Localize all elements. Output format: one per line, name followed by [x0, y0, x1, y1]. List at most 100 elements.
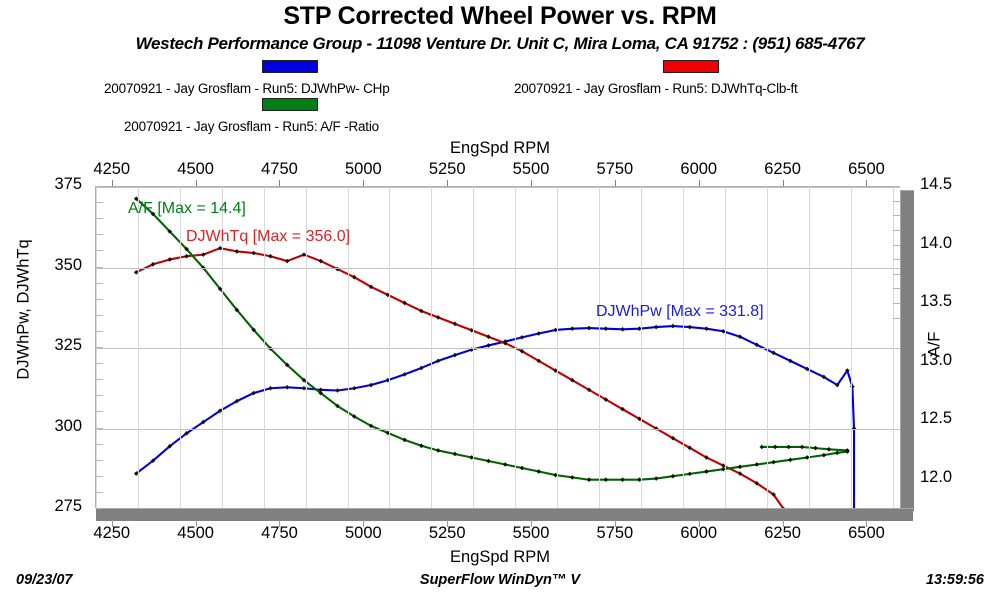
- ytick-minor-left: [96, 298, 103, 300]
- xtick-mark-bottom: [363, 520, 365, 527]
- ytick-left-275: 275: [54, 497, 82, 515]
- top-axis-title: EngSpd RPM: [450, 139, 550, 157]
- ytick-right-14.0: 14.0: [920, 233, 953, 252]
- ytick-minor-left: [96, 218, 103, 220]
- ytick-minor-left: [96, 282, 103, 284]
- xtick-mark-top: [111, 180, 113, 186]
- x-gridline: [221, 187, 223, 508]
- xtick-bottom-6000: 6000: [680, 524, 718, 542]
- xtick-mark-top: [279, 180, 281, 186]
- ytick-minor-left: [96, 459, 103, 461]
- annotation-1: DJWhTq [Max = 356.0]: [186, 228, 351, 245]
- x-gridline: [850, 187, 852, 508]
- x-gridline: [682, 187, 684, 508]
- ytick-minor-left: [96, 202, 103, 204]
- ytick-minor-right: [893, 288, 900, 290]
- xtick-bottom-5750: 5750: [596, 524, 634, 542]
- ytick-minor-left: [96, 395, 103, 397]
- legend-swatch-djwhtq: [663, 60, 719, 73]
- annotation-0: A/F [Max = 14.4]: [128, 200, 246, 217]
- xtick-bottom-4250: 4250: [93, 524, 131, 542]
- ytick-minor-right: [893, 259, 900, 261]
- ytick-left-350: 350: [54, 255, 82, 274]
- xtick-mark-bottom: [279, 520, 281, 527]
- ytick-minor-right: [893, 303, 900, 305]
- ytick-minor-right: [893, 200, 900, 202]
- xtick-mark-bottom: [111, 520, 113, 527]
- x-gridline: [724, 187, 726, 508]
- footer-software: SuperFlow WinDyn™ V: [419, 572, 581, 588]
- series-djwhtq: [133, 245, 786, 509]
- y-gridline: [96, 348, 900, 349]
- xtick-top-4500: 4500: [177, 160, 214, 178]
- series-a-f: [133, 196, 850, 483]
- chart-title: STP Corrected Wheel Power vs. RPM: [283, 2, 717, 30]
- ytick-right-13.5: 13.5: [920, 292, 953, 311]
- ytick-right-13.0: 13.0: [920, 350, 953, 369]
- bottom-axis-title: EngSpd RPM: [450, 548, 550, 566]
- x-gridline: [473, 187, 475, 508]
- ytick-left-325: 325: [54, 336, 82, 354]
- xtick-top-6000: 6000: [680, 160, 718, 178]
- legend-label-af: 20070921 - Jay Grosflam - Run5: A/F -Rat…: [124, 119, 379, 134]
- x-gridline: [515, 187, 517, 508]
- x-gridline: [431, 187, 433, 508]
- xtick-bottom-6500: 6500: [848, 524, 885, 542]
- ytick-minor-left: [96, 266, 103, 268]
- xtick-mark-bottom: [698, 520, 700, 527]
- ytick-minor-right: [893, 186, 900, 187]
- ytick-right-14.5: 14.5: [920, 175, 953, 193]
- x-gridline: [892, 187, 894, 508]
- xtick-mark-bottom: [782, 520, 784, 527]
- ytick-minor-left: [96, 491, 103, 493]
- ytick-minor-right: [893, 273, 900, 275]
- annotation-2: DJWhPw [Max = 331.8]: [596, 303, 764, 320]
- ytick-minor-left: [96, 443, 103, 445]
- xtick-top-5250: 5250: [428, 160, 466, 178]
- x-gridline: [347, 187, 349, 508]
- xtick-top-5500: 5500: [512, 160, 550, 178]
- ytick-right-12.5: 12.5: [920, 409, 953, 428]
- xtick-mark-top: [195, 180, 197, 186]
- ytick-minor-left: [96, 475, 103, 477]
- xtick-mark-top: [698, 180, 700, 186]
- ytick-minor-left: [96, 314, 103, 316]
- xtick-top-6250: 6250: [764, 160, 801, 178]
- ytick-minor-left: [96, 330, 103, 332]
- xtick-mark-top: [363, 180, 365, 186]
- x-gridline: [599, 187, 601, 508]
- xtick-bottom-6250: 6250: [764, 524, 801, 542]
- y-gridline: [96, 428, 900, 430]
- xtick-mark-bottom: [195, 520, 197, 527]
- legend-swatch-djwhpw: [262, 60, 318, 73]
- xtick-mark-top: [782, 180, 784, 186]
- ytick-minor-left: [96, 379, 103, 381]
- ytick-left-375: 375: [54, 175, 82, 193]
- legend-swatch-af: [262, 98, 318, 111]
- xtick-mark-bottom: [866, 520, 868, 527]
- chart-subtitle: Westech Performance Group - 11098 Ventur…: [135, 34, 865, 53]
- x-gridline: [263, 187, 265, 508]
- x-gridline: [179, 187, 181, 508]
- xtick-mark-top: [614, 180, 616, 186]
- ytick-minor-left: [96, 508, 103, 509]
- xtick-mark-bottom: [447, 520, 449, 527]
- xtick-mark-bottom: [531, 520, 533, 527]
- ytick-left-300: 300: [54, 416, 82, 435]
- xtick-top-4250: 4250: [93, 160, 131, 178]
- legend-label-djwhpw: 20070921 - Jay Grosflam - Run5: DJWhPw- …: [104, 81, 390, 96]
- xtick-top-5750: 5750: [596, 160, 634, 178]
- xtick-bottom-5250: 5250: [428, 524, 466, 542]
- left-axis-title: DJWhPw, DJWhTq: [14, 239, 33, 380]
- ytick-minor-right: [893, 317, 900, 319]
- ytick-minor-right: [893, 244, 900, 246]
- xtick-mark-top: [531, 180, 533, 186]
- xtick-bottom-5000: 5000: [344, 524, 382, 542]
- ytick-minor-left: [96, 363, 103, 365]
- ytick-right-12.0: 12.0: [920, 467, 953, 486]
- x-gridline: [305, 187, 307, 508]
- series-djwhpw: [133, 323, 857, 509]
- xtick-mark-top: [447, 180, 449, 186]
- ytick-minor-left: [96, 186, 103, 187]
- y-gridline: [96, 267, 900, 269]
